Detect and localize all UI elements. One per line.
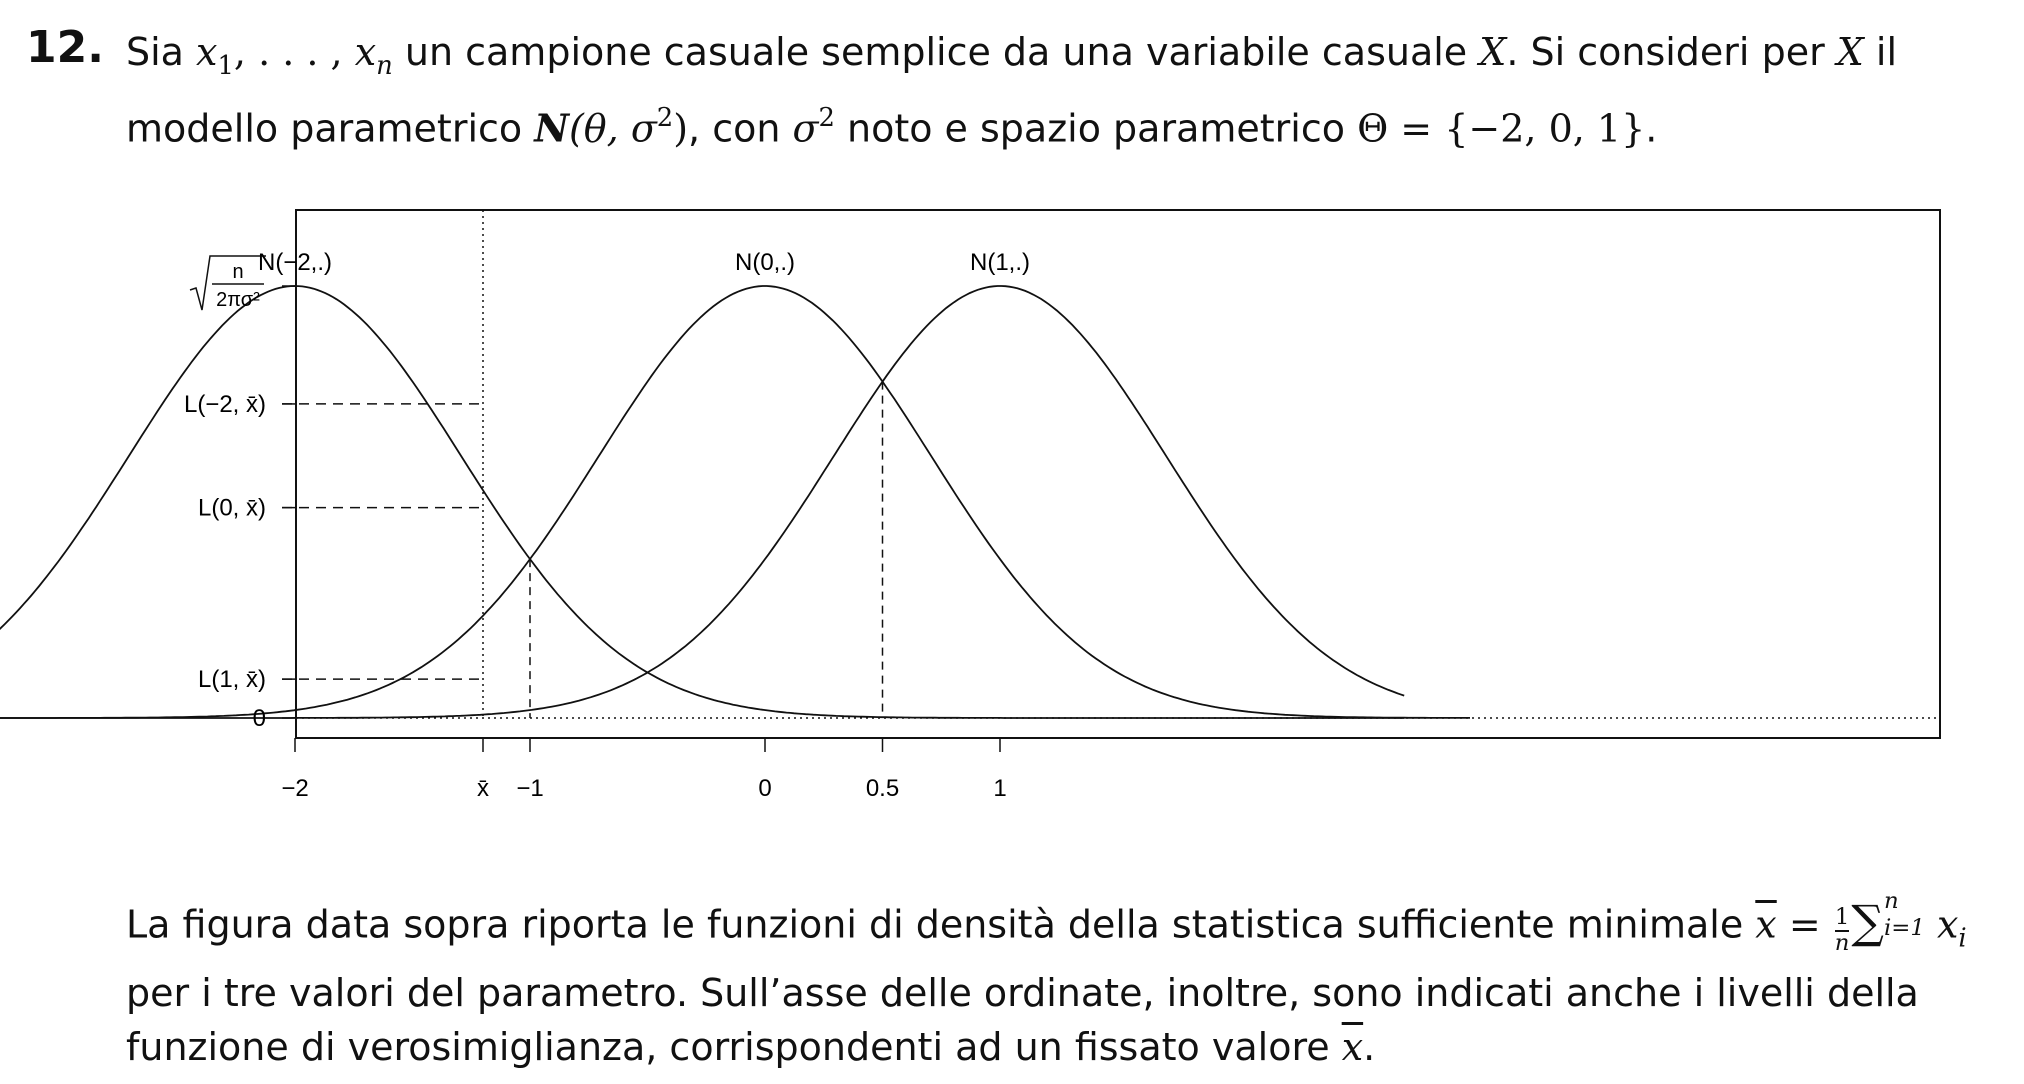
x-tick-label: x̄ bbox=[477, 775, 489, 802]
problem-number: 12. bbox=[26, 22, 104, 73]
text: Sia bbox=[126, 30, 197, 74]
math-x: x bbox=[1936, 902, 1959, 947]
density-curves bbox=[0, 285, 1470, 719]
x-tick-label: 0.5 bbox=[866, 775, 899, 802]
sum-upper: n bbox=[1883, 888, 1899, 914]
text: il bbox=[1863, 30, 1898, 74]
math-sub: 1 bbox=[217, 51, 234, 82]
paragraph-line-3: funzione di verosimiglianza, corrisponde… bbox=[126, 1020, 1986, 1074]
math-sup: 2 bbox=[656, 103, 674, 134]
explanation-paragraph: La figura data sopra riporta le funzioni… bbox=[126, 888, 1986, 1074]
y-tick-label: L(0, x̄) bbox=[198, 495, 266, 522]
math-sum: ∑ bbox=[1851, 895, 1884, 949]
x-tick-label: −1 bbox=[516, 775, 543, 802]
curve-label: N(−2,.) bbox=[258, 249, 332, 276]
math-x: x bbox=[354, 30, 377, 74]
text: . Si consideri per bbox=[1506, 30, 1837, 74]
math-x: x bbox=[196, 30, 218, 74]
y-axis: n 2πσ² L(−2, x̄) L(0, x̄) L(1, x̄) 0 bbox=[184, 255, 296, 732]
y-tick-label: 0 bbox=[253, 705, 266, 732]
statement-line-1: Sia x1, . . . , xn un campione casuale s… bbox=[126, 26, 2006, 92]
text: modello parametrico bbox=[126, 106, 535, 151]
plot-frame bbox=[295, 209, 1941, 739]
x-tick-label: −2 bbox=[281, 775, 308, 802]
x-axis: −2 x̄ −1 0 0.5 1 bbox=[281, 738, 1007, 802]
math-X: X bbox=[1479, 30, 1507, 74]
math-sub: i bbox=[1958, 923, 1967, 954]
fraction-numerator: 1 bbox=[1834, 904, 1850, 931]
y-tick-label: L(−2, x̄) bbox=[184, 391, 266, 418]
statement-line-2: modello parametrico N(θ, σ2), con σ2 not… bbox=[126, 92, 2006, 155]
guide-lines bbox=[282, 210, 1940, 719]
math-equals: = bbox=[1776, 902, 1833, 947]
problem-text: Sia x1, . . . , xn un campione casuale s… bbox=[126, 26, 2006, 155]
y-tick-label: n 2πσ² bbox=[189, 255, 266, 311]
text: noto e spazio parametrico bbox=[834, 106, 1358, 151]
math-sup: 2 bbox=[818, 103, 835, 134]
density-curve bbox=[0, 285, 1405, 719]
math-args: (θ, σ bbox=[568, 106, 657, 151]
text: La figura data sopra riporta le funzioni… bbox=[126, 902, 1756, 947]
curve-label: N(1,.) bbox=[970, 249, 1030, 276]
math-X: X bbox=[1836, 30, 1864, 74]
density-curve bbox=[0, 285, 1405, 719]
y-tick-label: L(1, x̄) bbox=[198, 666, 266, 693]
y-tick-label-num: n bbox=[232, 261, 243, 283]
paragraph-line-1: La figura data sopra riporta le funzioni… bbox=[126, 888, 1986, 966]
paragraph-line-2: per i tre valori del parametro. Sull’ass… bbox=[126, 970, 1919, 1015]
math-sub: n bbox=[376, 51, 393, 82]
curve-labels: N(−2,.) N(0,.) N(1,.) bbox=[258, 249, 1030, 276]
math-paren: ) bbox=[673, 106, 689, 151]
y-tick-label-den: 2πσ² bbox=[216, 289, 260, 311]
math-dots: , . . . , bbox=[233, 30, 355, 74]
x-tick-label: 0 bbox=[758, 775, 771, 802]
sum-lower: i=1 bbox=[1883, 915, 1925, 942]
math-parameter-space: Θ = {−2, 0, 1} bbox=[1357, 106, 1646, 151]
text: , con bbox=[688, 106, 793, 151]
sum-limits: n i=1 bbox=[1884, 888, 1925, 943]
text: . bbox=[1645, 106, 1658, 151]
text: funzione di verosimiglianza, corrisponde… bbox=[126, 1024, 1342, 1069]
curve-label: N(0,.) bbox=[735, 249, 795, 276]
sqrt-sign bbox=[189, 255, 266, 311]
text: un campione casuale semplice da una vari… bbox=[392, 30, 1480, 74]
fraction-denominator: n bbox=[1834, 930, 1850, 957]
x-tick-label: 1 bbox=[993, 775, 1006, 802]
math-normal-symbol: N bbox=[534, 105, 569, 151]
math-xbar: x bbox=[1755, 902, 1777, 947]
text: . bbox=[1363, 1024, 1376, 1069]
math-xbar: x bbox=[1341, 1024, 1364, 1069]
math-sigma: σ bbox=[792, 106, 819, 151]
